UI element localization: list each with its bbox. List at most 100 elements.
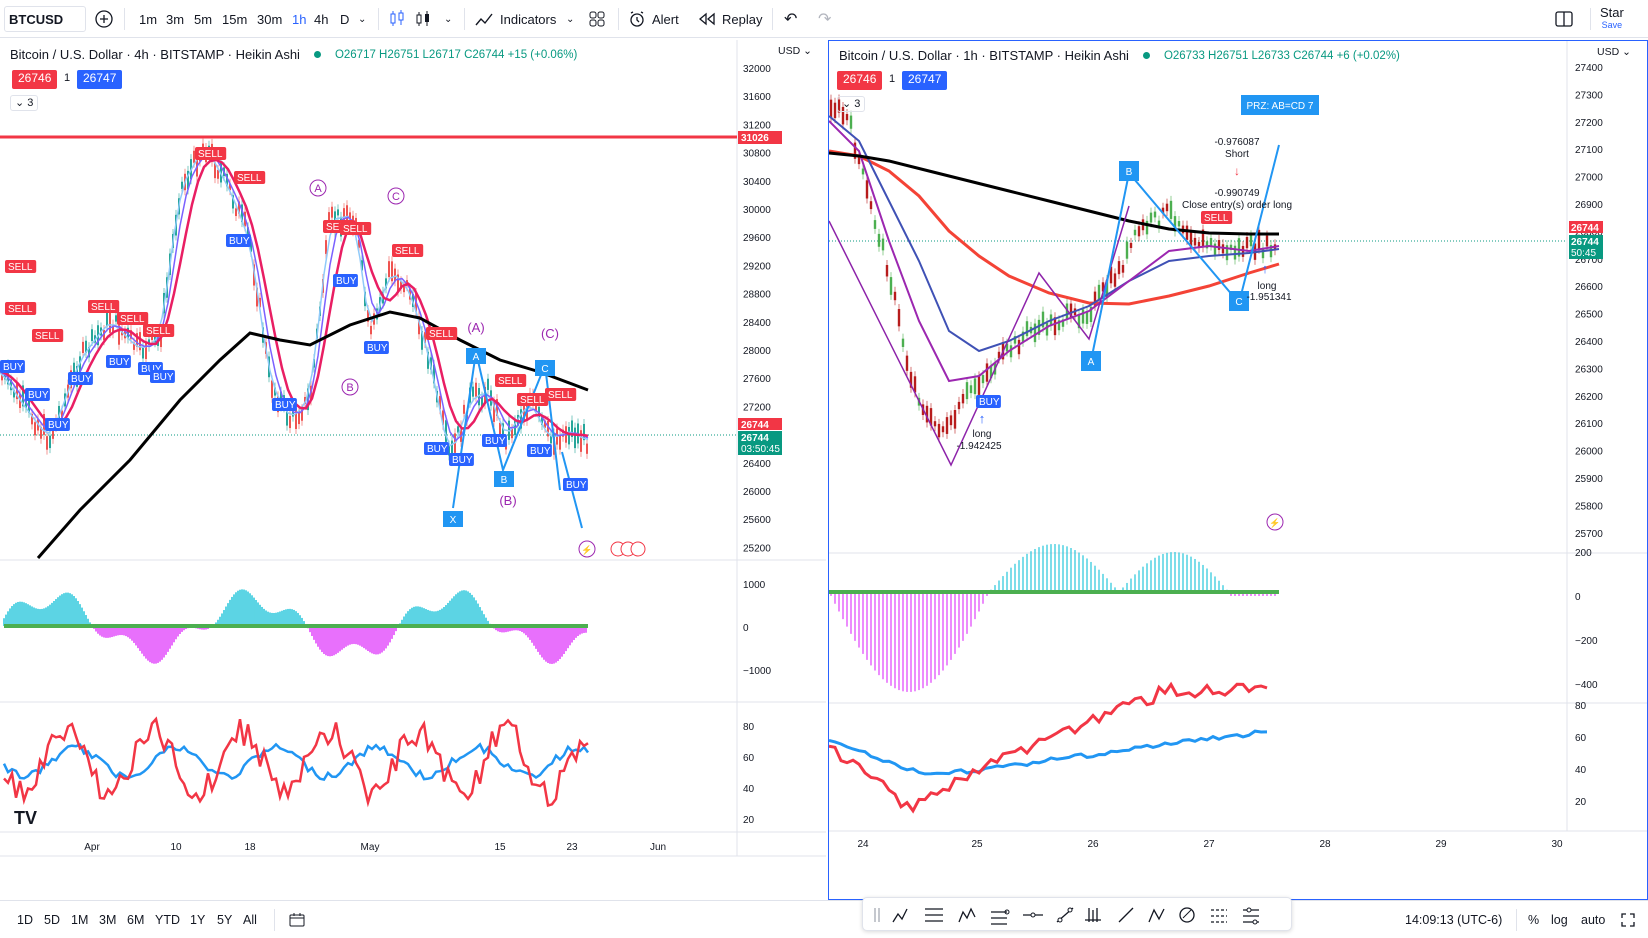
xabcd-pattern-icon[interactable] [1148,908,1165,923]
auto-toggle[interactable]: auto [1581,912,1606,927]
pitchfork-icon[interactable] [1085,908,1101,922]
quantity-label: 1 [889,73,896,85]
wave-label: (B) [499,493,516,508]
interval-3m[interactable]: 3m [166,11,185,27]
candle-body [937,423,941,438]
trend-line-icon[interactable] [1056,907,1074,923]
price-tick-label: 25700 [1575,529,1603,540]
candle-body [112,324,114,334]
range-5d[interactable]: 5D [44,912,60,927]
alert-button[interactable]: Alert [628,0,679,38]
chart-pane-right[interactable]: 2740027300272002710027000269002680026700… [828,40,1648,900]
collapse-indicators-button[interactable]: ⌄ 3 [10,95,39,111]
channel-tool-icon[interactable] [991,909,1010,925]
interval-dropdown[interactable]: ⌄ [358,0,366,38]
pattern-tool-icon[interactable] [892,908,908,923]
interval-1h[interactable]: 1h [292,11,307,27]
range-3m[interactable]: 3M [99,912,117,927]
candle-body [583,423,585,441]
clock-time[interactable]: 14:09:13 (UTC-6) [1405,912,1503,927]
add-symbol-button[interactable] [94,0,114,38]
interval-d[interactable]: D [340,11,350,27]
candle-body [1081,309,1085,324]
candle-body [1129,242,1133,248]
date-range-button[interactable] [288,901,306,938]
brush-tool-icon[interactable] [1179,907,1195,923]
interval-30m[interactable]: 30m [257,11,283,27]
replay-button[interactable]: Replay [698,0,762,38]
candle-body [103,330,105,341]
rsi-tick-label: 60 [743,753,755,764]
long-position-icon[interactable] [1211,909,1227,923]
range-1d[interactable]: 1D [17,912,33,927]
pattern-point-bg [466,348,486,364]
candle-body [457,426,459,433]
layout-toggle-button[interactable] [1554,0,1574,38]
candle-body [1105,279,1109,298]
chevron-down-icon: ⌄ [444,13,453,25]
save-button[interactable]: Star Save [1600,0,1624,38]
wave-label: (C) [541,326,559,341]
time-tick-label: Jun [650,842,666,853]
candle-body [1257,229,1261,249]
chart-type-dropdown[interactable]: ⌄ [444,0,452,38]
price-tick-label: 26700 [1575,255,1603,266]
elliott-tool-icon[interactable] [958,907,976,923]
range-1y[interactable]: 1Y [190,912,206,927]
range-1m[interactable]: 1M [71,912,89,927]
horizontal-line-icon[interactable] [1023,912,1043,918]
candle-body [1161,207,1165,214]
interval-5m[interactable]: 5m [194,11,213,27]
log-toggle[interactable]: log [1551,912,1568,927]
candle-body [1021,331,1025,342]
fib-tool-icon[interactable] [925,908,943,922]
price-tick-label: 32000 [743,64,771,75]
candle-body [43,414,45,435]
interval-1m[interactable]: 1m [139,11,158,27]
symbol-search[interactable]: BTCUSD [4,6,86,32]
range-6m[interactable]: 6M [127,912,145,927]
chart-canvas-left[interactable]: 3200031600312003080030400300002960029200… [0,40,826,900]
chart-canvas-right[interactable]: 2740027300272002710027000269002680026700… [829,41,1647,899]
candle-body [13,390,15,398]
redo-button[interactable]: ↷ [818,0,831,38]
candle-body [286,411,288,426]
collapse-indicators-button[interactable]: ⌄ 3 [837,96,866,112]
toolbar-handle-icon[interactable] [874,908,880,922]
indicators-button[interactable]: Indicators [474,0,556,38]
currency-label[interactable]: USD ⌄ [1597,46,1631,58]
candle-body [403,285,405,293]
price-tick-label: 25900 [1575,474,1603,485]
buy-price-button[interactable]: 26747 [77,70,123,89]
lightning-event-icon [578,540,596,558]
interval-15m[interactable]: 15m [222,11,248,27]
percent-toggle[interactable]: % [1528,912,1540,927]
chart-pane-left[interactable]: 32000 31600 31200 30800 30400 30000 29600 29200… [0,40,826,900]
price-tick-label: 30000 [743,205,771,216]
ray-tool-icon[interactable] [1118,907,1134,923]
bar-style-button[interactable] [388,0,406,38]
sell-price-button[interactable]: 26746 [12,70,58,89]
layouts-button[interactable] [588,0,606,38]
candle-body [1225,245,1229,261]
settings-tool-icon[interactable] [1243,907,1259,925]
candle-body [493,401,495,422]
sell-price-button[interactable]: 26746 [837,71,883,90]
range-all[interactable]: All [243,912,257,927]
fullscreen-button[interactable] [1620,901,1636,938]
interval-4h[interactable]: 4h [314,11,329,27]
buy-price-button[interactable]: 26747 [902,71,948,90]
candle-body [256,287,258,307]
candle-body [1053,317,1057,336]
replay-label: Replay [722,11,763,27]
range-5y[interactable]: 5Y [217,912,233,927]
currency-label[interactable]: USD ⌄ [778,45,812,57]
rsi-line-blue [829,729,1268,776]
candle-body [133,342,135,350]
range-ytd[interactable]: YTD [155,912,180,927]
undo-button[interactable]: ↶ [784,0,797,38]
price-tick-label: 26500 [1575,310,1603,321]
indicators-dropdown[interactable]: ⌄ [566,0,574,38]
lightning-event-icon [1266,513,1284,531]
chart-type-button[interactable] [414,0,432,38]
